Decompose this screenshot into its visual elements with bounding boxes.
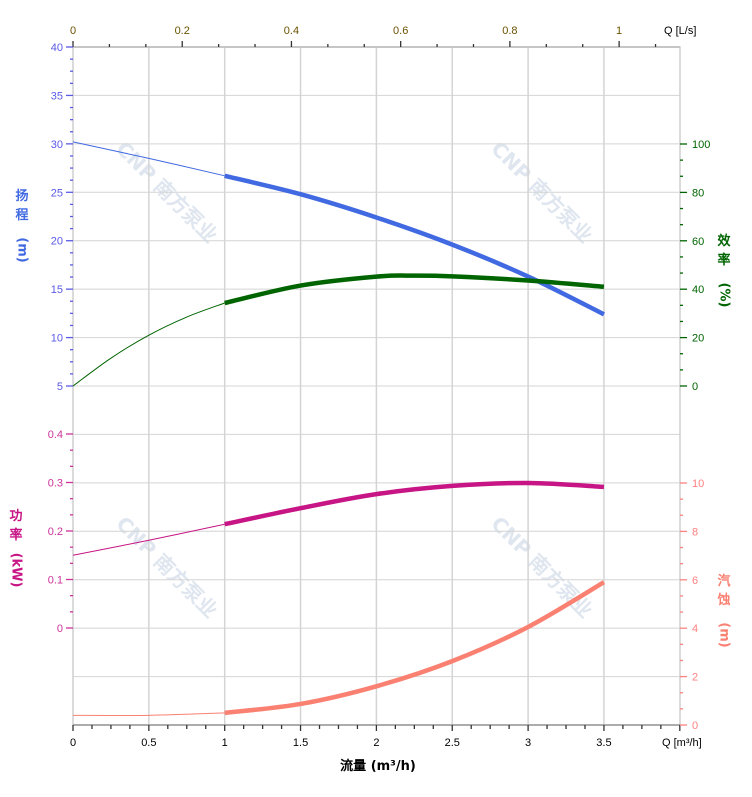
y-axis-title: 汽 — [717, 573, 730, 589]
y-axis-title: (m) — [717, 622, 732, 647]
curves — [72, 141, 606, 716]
y-axis-tick-label: 2 — [692, 672, 698, 684]
x-axis-title: 流量 (m³/h) — [340, 758, 416, 774]
y-axis-tick-label: 8 — [692, 526, 698, 538]
y-axis-tick-label: 20 — [692, 333, 704, 345]
x-axis-tick-label: 0.5 — [141, 737, 156, 749]
y-axis-tick-label: 60 — [692, 236, 704, 248]
x-axis-unit: Q [m³/h] — [662, 737, 702, 749]
y-axis-title: 功 — [9, 509, 22, 524]
x2-axis-tick-label: 0.6 — [393, 25, 408, 37]
y-axis-title: 程 — [15, 208, 28, 223]
y-axis-tick-label: 0.2 — [48, 526, 63, 538]
x-axis-tick-label: 1 — [222, 737, 228, 749]
x-axis-tick-label: 0 — [70, 737, 76, 749]
y-axis-tick-label: 6 — [692, 575, 698, 587]
y-axis-tick-label: 25 — [51, 187, 63, 199]
labels: 流量 (m³/h) Q [m³/h] Q [L/s] 扬程(m) 效率(%)功率(… — [9, 25, 732, 774]
y-axis-tick-label: 35 — [51, 90, 63, 102]
y-axis-tick-label: 20 — [51, 236, 63, 248]
y-axis-tick-label: 0.1 — [48, 575, 63, 587]
y-axis-tick-label: 40 — [51, 42, 63, 54]
y-axis-tick-label: 10 — [692, 478, 704, 490]
x-axis-tick-label: 1.5 — [293, 737, 308, 749]
y-axis-title: 率 — [9, 527, 22, 543]
y-axis-tick-label: 40 — [692, 284, 704, 296]
y-axis-tick-label: 5 — [57, 381, 63, 393]
y-axis-title: 率 — [717, 252, 730, 268]
x-axis-tick-label: 2 — [373, 737, 379, 749]
x2-axis-tick-label: 0.2 — [175, 25, 190, 37]
axes: 0 0.5 1 1.5 2 2.5 3 3.50 0.2 0.4 0.6 0.8 15101520253… — [48, 25, 711, 749]
y-axis-title: 效 — [717, 233, 731, 249]
x-axis-tick-label: 2.5 — [445, 737, 460, 749]
x2-axis-tick-label: 0.8 — [502, 25, 517, 37]
npsh-curve — [224, 580, 606, 716]
y-axis-title: 蚀 — [716, 592, 730, 608]
grid — [72, 46, 681, 726]
watermark-text: CNP 南方泵业 — [486, 512, 597, 623]
y-axis-tick-label: 0.4 — [48, 429, 63, 441]
y-axis-tick-label: 30 — [51, 139, 63, 151]
power-curve — [224, 480, 605, 527]
x-axis-tick-label: 3.5 — [596, 737, 611, 749]
y-axis-tick-label: 100 — [692, 139, 710, 151]
y-axis-title: (kW) — [9, 553, 24, 588]
y-axis-tick-label: 0 — [57, 623, 63, 635]
x2-axis-unit: Q [L/s] — [664, 25, 696, 37]
y-axis-tick-label: 10 — [51, 333, 63, 345]
y-axis-tick-label: 0 — [692, 720, 698, 732]
x2-axis-tick-label: 0 — [70, 25, 76, 37]
y-axis-tick-label: 80 — [692, 187, 704, 199]
y-axis-title: (%) — [717, 283, 732, 308]
x2-axis-tick-label: 0.4 — [284, 25, 299, 37]
y-axis-tick-label: 0.3 — [48, 478, 63, 490]
y-axis-tick-label: 15 — [51, 284, 63, 296]
y-axis-title: (m) — [15, 237, 30, 262]
y-axis-title: 扬 — [15, 188, 28, 204]
x-axis-tick-label: 3 — [525, 737, 531, 749]
y-axis-tick-label: 0 — [692, 381, 698, 393]
x2-axis-tick-label: 1 — [616, 25, 622, 37]
y-axis-tick-label: 4 — [692, 623, 698, 635]
